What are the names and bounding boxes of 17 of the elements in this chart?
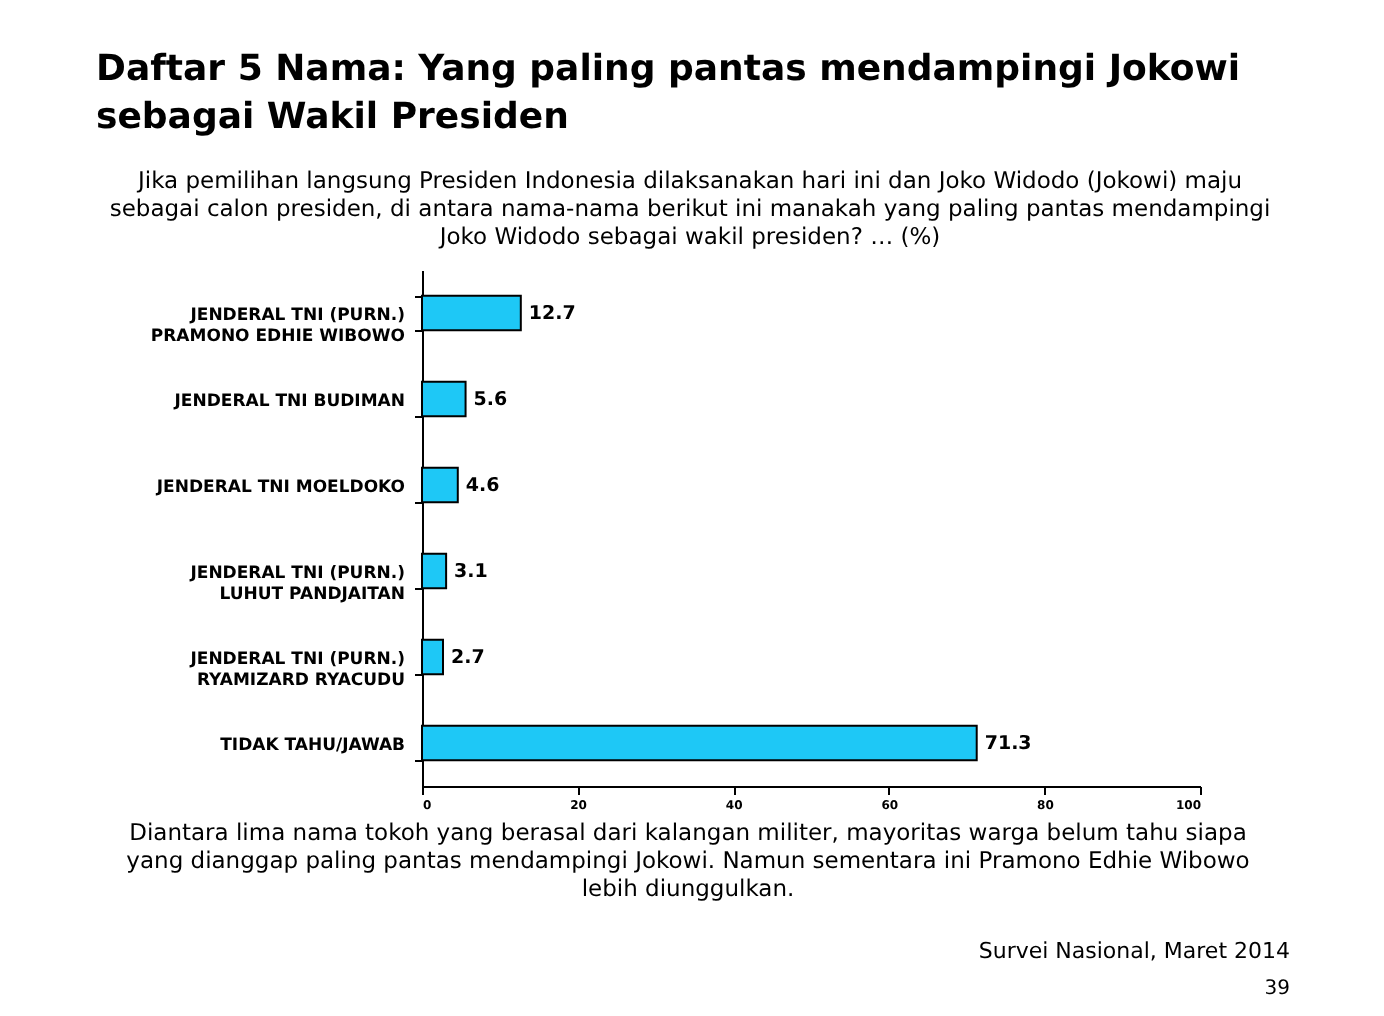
data-label: 5.6: [473, 389, 509, 411]
text: Survei Nasional, Maret 2014: [978, 938, 1290, 964]
y-tick-label: JENDERAL TNI BUDIMAN: [172, 392, 405, 412]
data-label: 71.3: [984, 733, 1032, 755]
y-tick-label: JENDERAL TNI (PURN.) RYAMIZARD RYACUDU: [188, 650, 406, 691]
y-tick-label: JENDERAL TNI (PURN.) LUHUT PANDJAITAN: [188, 564, 406, 605]
text: Diantara lima nama tokoh yang berasal dari kalangan militer, mayoritas warga belum tahu siapa yang dianggap paling pantas mendampingi Jokowi. Namun sementara ini Pramono Edhie Wibowo lebih diunggulkan.: [126, 818, 1250, 902]
data-label: 4.6: [465, 475, 501, 497]
chart-subtitle: Jika pemilihan langsung Presiden Indonesia dilaksanakan hari ini dan Joko Widodo (Jokowi) maju sebagai calon presiden, di antara nama-nama berikut ini manakah yang paling pantas mendampingi Joko Widodo sebagai wakil presiden? … (%): [109, 166, 1271, 250]
data-label: 12.7: [528, 303, 576, 325]
chart-title: Daftar 5 Nama: Yang paling pantas mendampingi Jokowi sebagai Wakil Presiden: [96, 48, 1241, 138]
y-tick-label: JENDERAL TNI MOELDOKO: [154, 478, 405, 498]
text: 39: [1264, 978, 1290, 1000]
y-tick-label: JENDERAL TNI (PURN.) PRAMONO EDHIE WIBOWO: [150, 306, 406, 347]
data-label: 2.7: [451, 647, 485, 669]
y-tick-label: TIDAK TAHU/JAWAB: [220, 736, 405, 756]
data-label: 3.1: [454, 561, 488, 583]
